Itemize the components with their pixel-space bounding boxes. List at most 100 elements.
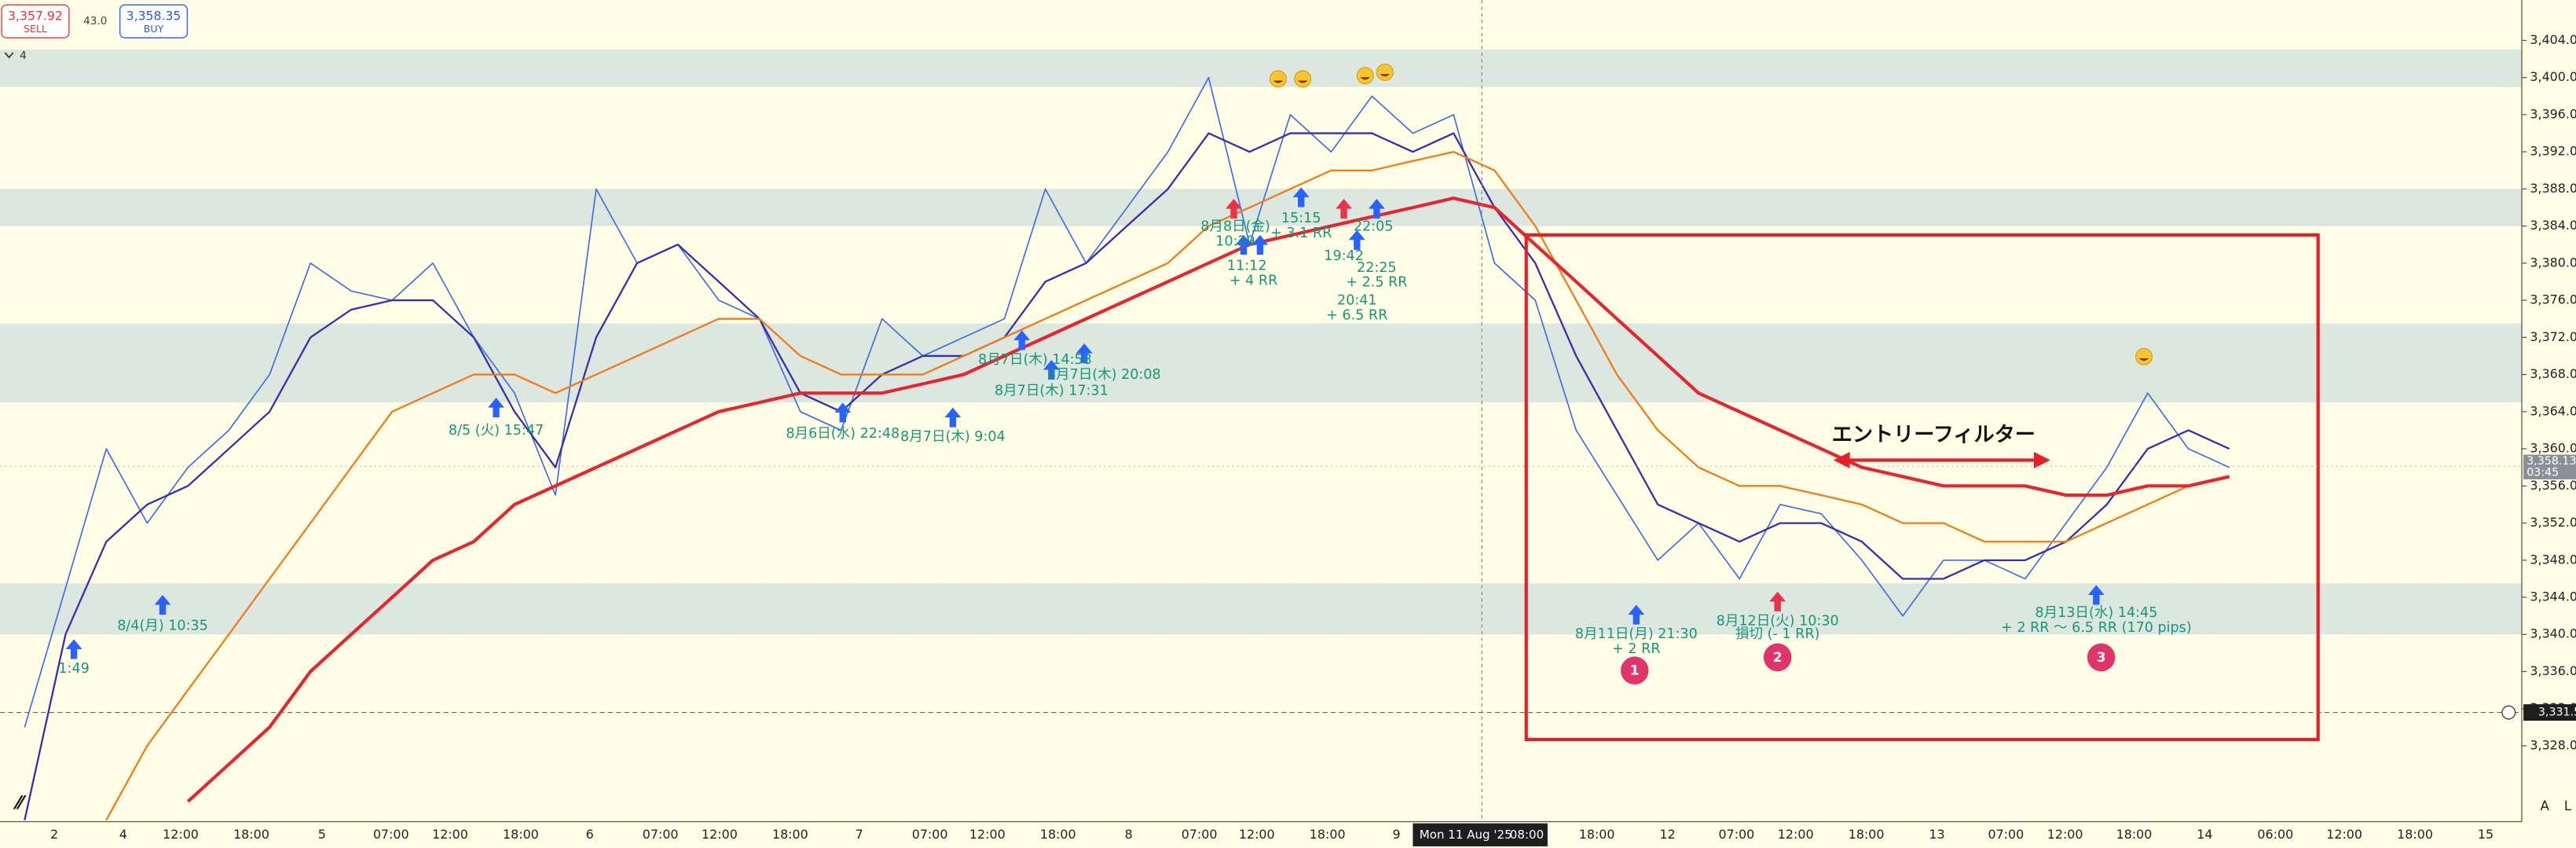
trade-arrow xyxy=(65,639,82,659)
arrow-head xyxy=(1833,452,1850,468)
annotation: + 2 RR ～ 6.5 RR (170 pips) xyxy=(2001,620,2192,636)
x-tick-label: 12:00 xyxy=(163,827,199,842)
marker-circle xyxy=(2087,643,2116,672)
emoji-face xyxy=(1269,70,1287,88)
annotation: 8月8日(金) xyxy=(1200,219,1270,235)
moving-average xyxy=(105,151,2230,821)
x-tick-label: 12:00 xyxy=(702,827,738,842)
annotation: 8月12日(火) 10:30 xyxy=(1717,613,1839,629)
trade-arrow xyxy=(1348,229,1365,250)
y-tick-label: 3,340.00 xyxy=(2530,626,2576,641)
y-tick-label: 3,336.00 xyxy=(2530,663,2576,678)
annotation: 15:15 xyxy=(1281,211,1321,226)
emoji-smile xyxy=(1360,77,1371,80)
zone xyxy=(0,50,2522,87)
x-tick-label: 6 xyxy=(586,827,594,842)
annotation: 8月7日(木) 17:31 xyxy=(995,384,1108,399)
x-tick-label: 8 xyxy=(1125,827,1133,842)
buy-button[interactable] xyxy=(119,4,189,39)
x-tick-label: 07:00 xyxy=(373,827,409,842)
annotation: 22:25 xyxy=(1357,260,1397,276)
crosshair-time: 08:00 xyxy=(1510,828,1544,842)
x-tick-label: 18:00 xyxy=(2116,827,2153,842)
y-tick-label: 3,360.00 xyxy=(2530,441,2576,456)
annotation: + 2.5 RR xyxy=(1346,275,1407,291)
trade-arrow xyxy=(1628,604,1645,625)
annotation: 8/5 (火) 15:47 xyxy=(449,423,544,439)
y-tick-label: 3,376.00 xyxy=(2530,292,2576,307)
moving-average xyxy=(24,132,2230,820)
zone xyxy=(0,323,2522,403)
y-tick-label: 3,348.00 xyxy=(2530,552,2576,567)
filter-label: エントリーフィルター xyxy=(1832,424,2036,447)
emoji-face xyxy=(1294,70,1312,88)
x-tick-label: 18:00 xyxy=(1310,827,1346,842)
buy-label: BUY xyxy=(144,23,164,35)
x-tick-label: 06:00 xyxy=(2257,827,2293,842)
x-tick-label: 18:00 xyxy=(772,827,808,842)
y-tick-label: 3,396.00 xyxy=(2530,106,2576,121)
annotation: 8月7日(木) 20:08 xyxy=(1047,367,1161,383)
annotation: + 6.5 RR xyxy=(1326,307,1387,323)
trade-arrow xyxy=(1368,199,1385,219)
toolbar: 3,357.92 SELL 43.0 3,358.35 BUY 4 ⁄⁄ xyxy=(1,4,189,813)
annotation: 8月6日(水) 22:48 xyxy=(786,426,900,442)
moving-average xyxy=(186,196,2230,803)
axis-button[interactable]: L xyxy=(2564,798,2572,813)
y-tick-label: 3,368.00 xyxy=(2530,366,2576,381)
annotation: 8/4(月) 10:35 xyxy=(117,619,208,634)
marker-circle xyxy=(1763,643,1792,672)
x-tick-label: 7 xyxy=(856,827,863,842)
lines xyxy=(24,76,2230,821)
trade-arrow xyxy=(1013,330,1031,351)
alert-icon[interactable] xyxy=(2501,705,2516,720)
x-tick-label: 5 xyxy=(318,827,326,842)
emoji-smile xyxy=(1273,80,1284,83)
x-tick-label: 9 xyxy=(1392,827,1400,842)
x-tick-label: 18:00 xyxy=(2397,827,2433,842)
emoji-face xyxy=(1376,64,1394,81)
indicator-count: 4 xyxy=(20,50,27,62)
x-tick-label: 18:00 xyxy=(1040,827,1076,842)
collapse-icon[interactable] xyxy=(4,52,14,59)
x-tick-label: 12:00 xyxy=(2326,827,2362,842)
annotation: 10:29 xyxy=(1215,233,1255,249)
axis-button[interactable]: A xyxy=(2541,798,2550,813)
marker-label: 2 xyxy=(1773,649,1783,665)
y-tick-label: 3,384.00 xyxy=(2530,218,2576,233)
x-tick-label: 12 xyxy=(1659,827,1675,842)
marker-circle xyxy=(1620,656,1649,685)
last-price-box xyxy=(2523,454,2576,479)
sell-price: 3,357.92 xyxy=(8,8,63,23)
annotation: 8月7日(木) 9:04 xyxy=(900,429,1006,445)
y-tick-label: 3,328.00 xyxy=(2530,737,2576,752)
y-tick-label: 3,380.00 xyxy=(2530,255,2576,270)
countdown: 03:45 xyxy=(2527,467,2559,479)
x-tick-label: 13 xyxy=(1929,827,1944,842)
x-tick-label: 14 xyxy=(2197,827,2212,842)
y-tick-label: 3,392.00 xyxy=(2530,144,2576,159)
y-tick-label: 3,344.00 xyxy=(2530,589,2576,604)
x-tick-label: 07:00 xyxy=(1988,827,2024,842)
overlay: 1:49 8/4(月) 10:35 8/5 (火) 15:47 8月6日(水) 22:… xyxy=(0,0,2522,822)
trade-arrow xyxy=(1251,235,1269,255)
x-tick-label: 4 xyxy=(119,827,127,842)
annotation: + 3.1 RR xyxy=(1270,226,1332,241)
y-tick-label: 3,404.00 xyxy=(2530,32,2576,47)
sell-button[interactable] xyxy=(1,4,70,39)
x-tick-label: 18:00 xyxy=(233,827,269,842)
trade-arrow xyxy=(1235,235,1252,255)
annotation: 8月7日(木) 14:58 xyxy=(978,352,1092,368)
trade-arrow xyxy=(1226,199,1242,219)
annotation: 8月11日(月) 21:30 xyxy=(1575,626,1698,642)
x-tick-label: 18:00 xyxy=(503,827,539,842)
x-tick-label: 12:00 xyxy=(969,827,1006,842)
x-tick-label: 12:00 xyxy=(2047,827,2083,842)
annotation: 11:12 xyxy=(1227,259,1267,274)
crosshair-date: Mon 11 Aug '25 xyxy=(1420,828,1512,842)
y-tick-label: 3,364.00 xyxy=(2530,403,2576,418)
annotation: 20:41 xyxy=(1337,293,1377,309)
crosshair-box xyxy=(1413,823,1548,846)
x-tick-label: 15 xyxy=(2478,827,2494,842)
